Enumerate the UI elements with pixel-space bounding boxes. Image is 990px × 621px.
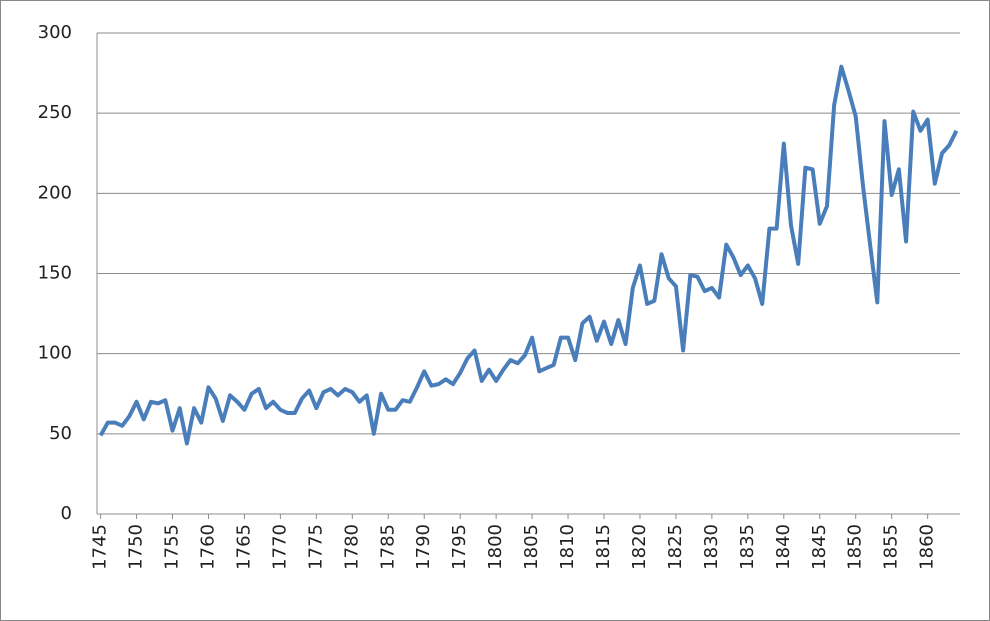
x-tick-label: 1855 [881, 524, 902, 570]
x-tick-label: 1820 [629, 524, 650, 570]
x-tick-label: 1745 [90, 524, 111, 570]
y-tick-label: 300 [38, 22, 72, 43]
x-tick-label: 1825 [665, 524, 686, 570]
y-tick-label: 50 [49, 423, 72, 444]
x-tick-label: 1785 [377, 524, 398, 570]
x-tick-label: 1850 [845, 524, 866, 570]
x-tick-label: 1775 [305, 524, 326, 570]
x-tick-label: 1800 [485, 524, 506, 570]
x-tick-label: 1830 [701, 524, 722, 570]
x-tick-label: 1760 [197, 524, 218, 570]
y-tick-label: 100 [38, 343, 72, 364]
x-tick-label: 1755 [162, 524, 183, 570]
data-line [98, 64, 959, 446]
x-tick-label: 1805 [521, 524, 542, 570]
x-tick-label: 1815 [593, 524, 614, 570]
x-tick-label: 1780 [341, 524, 362, 570]
y-tick-label: 0 [61, 503, 72, 524]
y-tick-label: 250 [38, 102, 72, 123]
y-tick-label: 150 [38, 263, 72, 284]
x-tick-label: 1795 [449, 524, 470, 570]
x-tick-label: 1835 [737, 524, 758, 570]
x-tick-label: 1790 [413, 524, 434, 570]
x-tick-label: 1860 [917, 524, 938, 570]
y-tick-label: 200 [38, 182, 72, 203]
x-tick-label: 1840 [773, 524, 794, 570]
x-tick-label: 1765 [233, 524, 254, 570]
x-tick-label: 1845 [809, 524, 830, 570]
x-tick-label: 1770 [269, 524, 290, 570]
x-tick-label: 1750 [126, 524, 147, 570]
x-tick-label: 1810 [557, 524, 578, 570]
